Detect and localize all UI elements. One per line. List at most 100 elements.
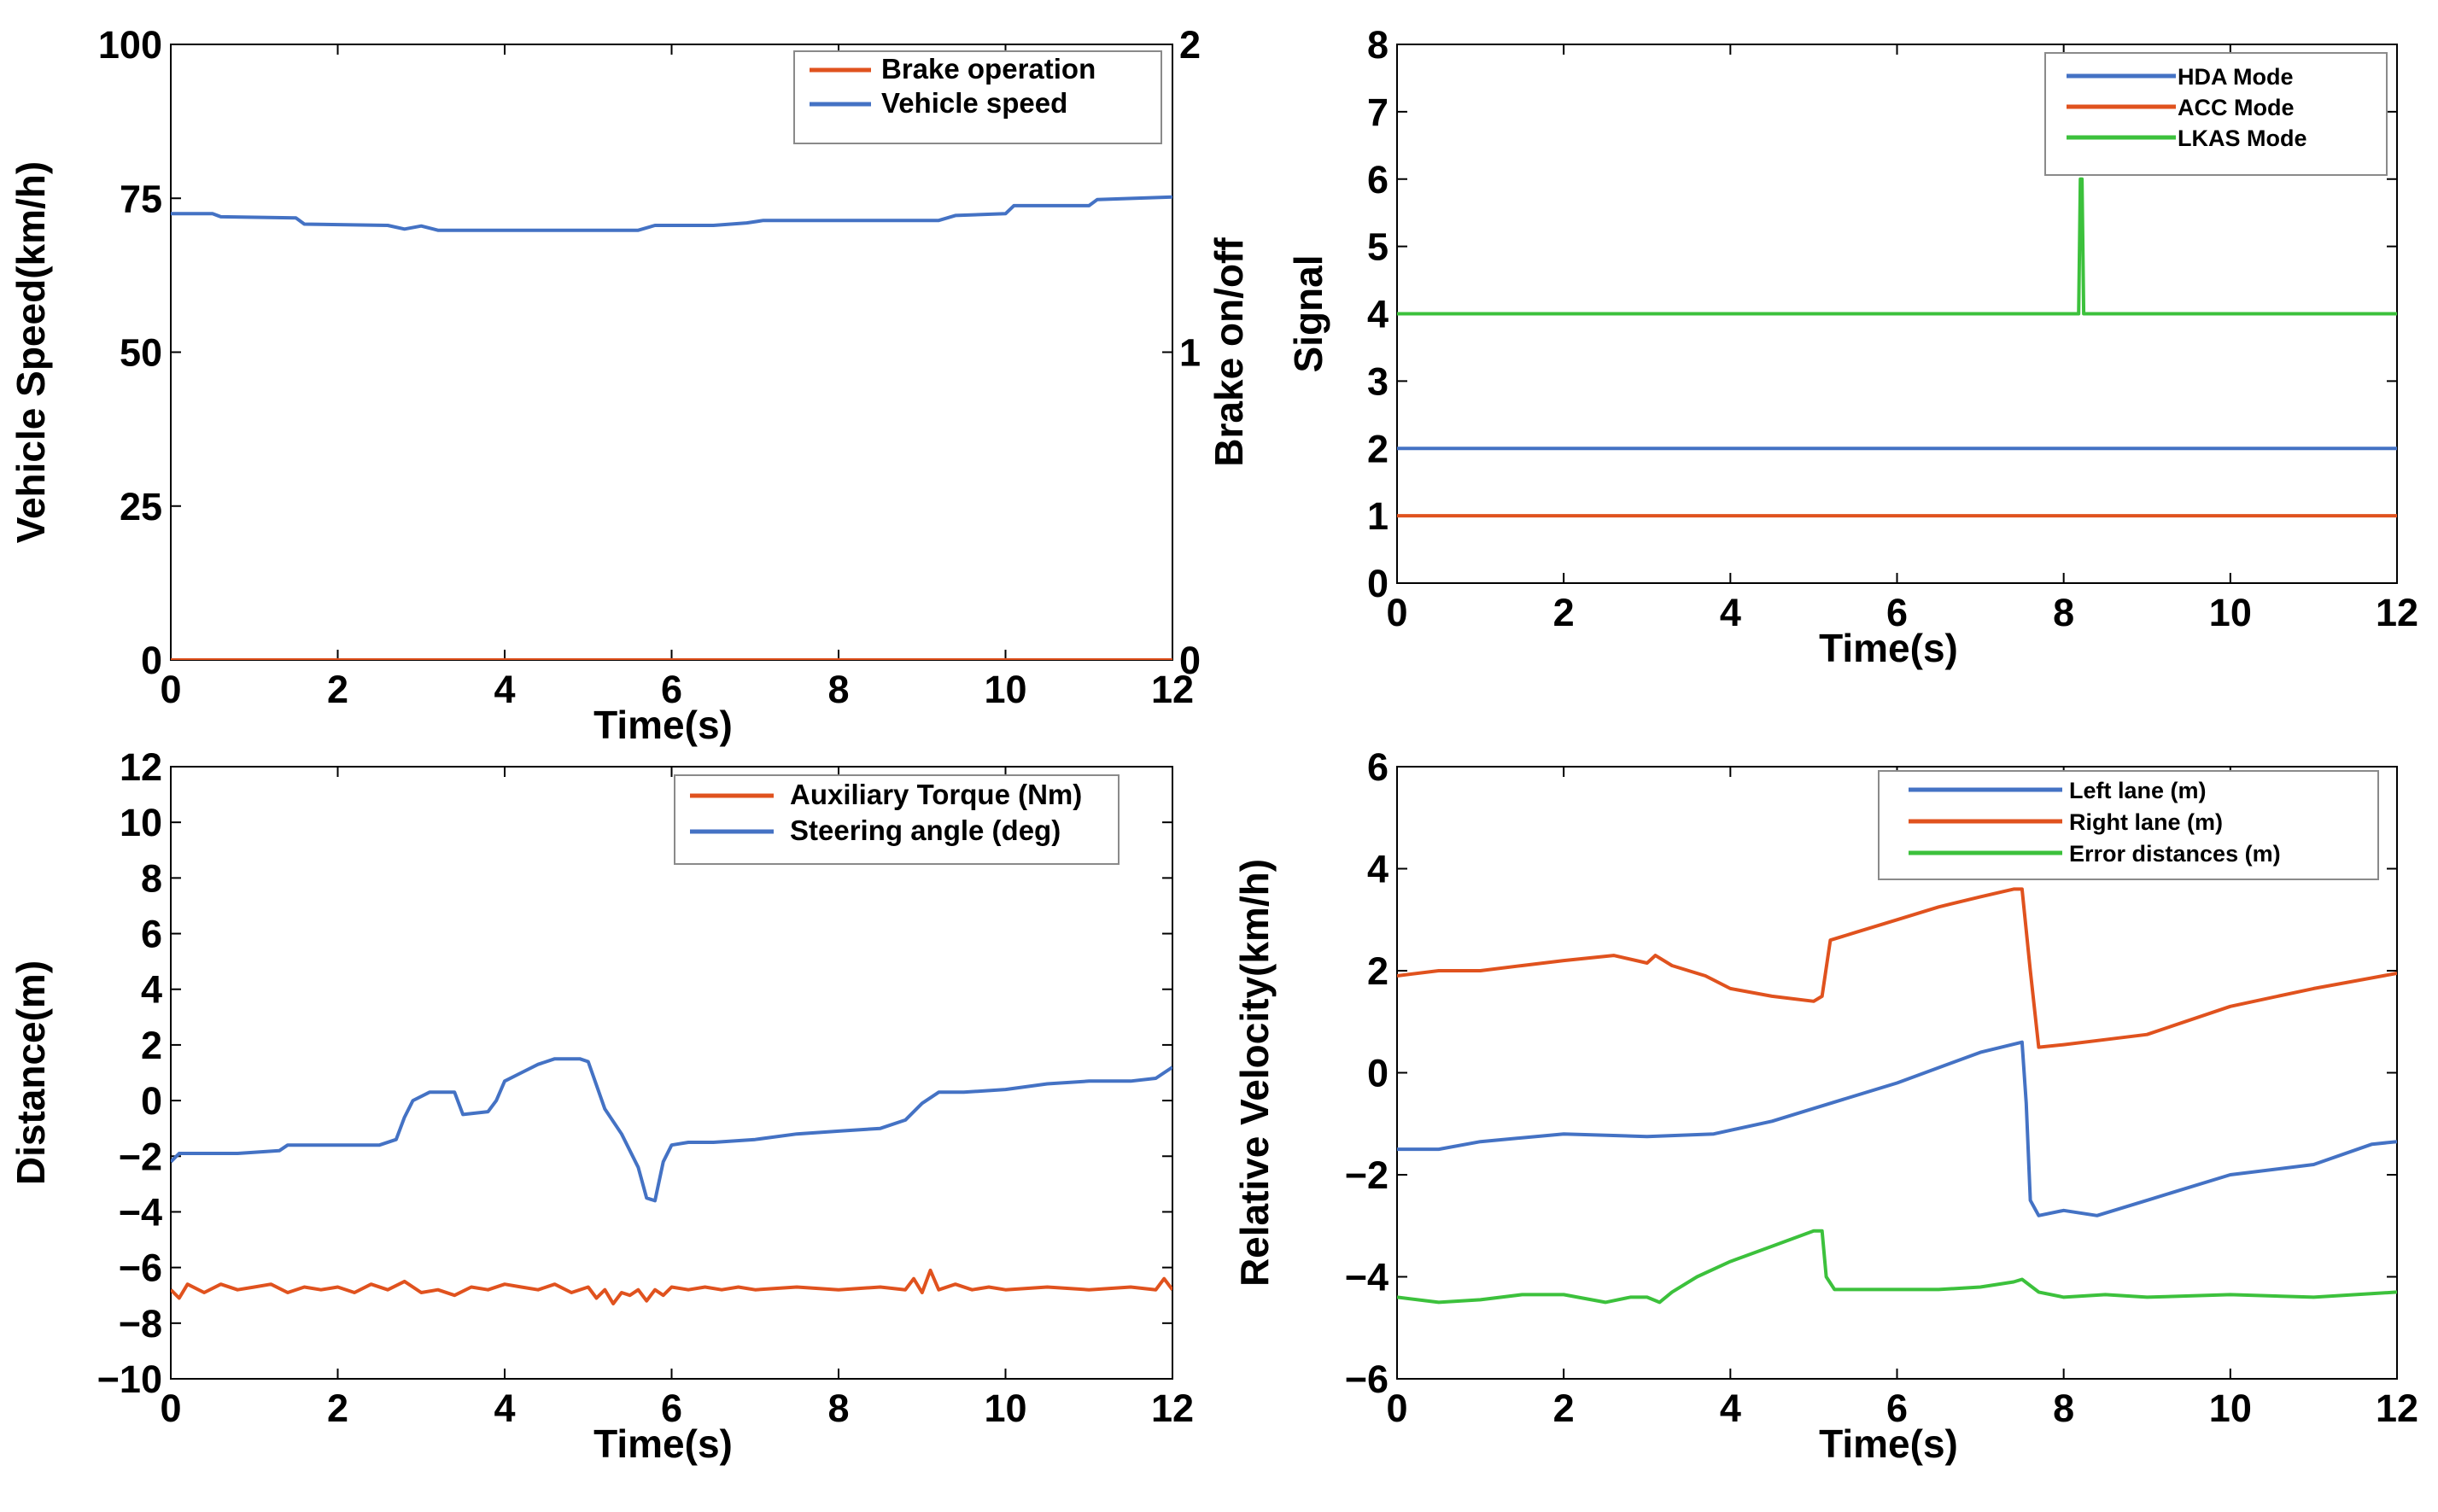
legend-label: Steering angle (deg)	[790, 814, 1061, 846]
y-axis-label-relative-velocity: Relative Velocity(km/h)	[1232, 859, 1277, 1287]
x-tick-label: 0	[1386, 1386, 1407, 1430]
x-tick-label: 2	[327, 668, 348, 711]
x-tick-label: 12	[2376, 591, 2418, 634]
y-tick-label: 0	[1367, 562, 1389, 605]
series-line-green	[1397, 1229, 2397, 1305]
legend-box	[674, 774, 1120, 865]
y-tick-label: −6	[1345, 1357, 1389, 1401]
x-tick-label: 8	[827, 1386, 849, 1430]
y-tick-label: 4	[1367, 293, 1389, 336]
y-tick-label: 0	[141, 1079, 162, 1123]
x-axis-label: Time(s)	[1819, 1422, 1958, 1466]
y-tick-label: 75	[120, 177, 162, 220]
x-tick-label: 2	[1553, 591, 1575, 634]
y-tick-label: 0	[1367, 1052, 1389, 1095]
x-tick-label: 6	[1886, 591, 1908, 634]
x-tick-label: 12	[1151, 1386, 1194, 1430]
y2-tick-label: 1	[1179, 331, 1201, 375]
y-tick-label: 1	[1367, 494, 1389, 538]
y-tick-label: 12	[120, 745, 162, 789]
legend: Left lane (m) Right lane (m) Error distanc…	[1878, 770, 2379, 880]
legend: Auxiliary Torque (Nm) Steering angle (deg…	[674, 774, 1120, 865]
y-tick-label: −4	[119, 1190, 162, 1234]
x-tick-label: 2	[327, 1386, 348, 1430]
y-tick-label: 2	[141, 1024, 162, 1067]
y-tick-label: −8	[119, 1302, 162, 1346]
legend-box	[2044, 52, 2388, 176]
y-tick-label: −4	[1345, 1256, 1389, 1299]
x-tick-label: 10	[984, 668, 1026, 711]
y-axis-label-distance: Distance(m)	[9, 960, 53, 1185]
legend-box	[793, 50, 1162, 144]
x-tick-label: 0	[1386, 591, 1407, 634]
series-line-blue	[1397, 1040, 2397, 1217]
y-tick-label: −2	[1345, 1153, 1389, 1197]
legend-label: LKAS Mode	[2178, 126, 2307, 151]
y-axis-label-vehicle-speed: Vehicle Speed(km/h)	[9, 161, 53, 543]
x-tick-label: 6	[661, 668, 682, 711]
x-tick-label: 0	[160, 1386, 181, 1430]
x-tick-label: 4	[1720, 1386, 1741, 1430]
x-tick-label: 10	[2209, 591, 2252, 634]
x-axis-label: Time(s)	[593, 1422, 733, 1466]
y-tick-label: 2	[1367, 427, 1389, 470]
legend-label: Right lane (m)	[2069, 809, 2223, 835]
x-tick-label: 6	[661, 1386, 682, 1430]
legend-label: HDA Mode	[2178, 64, 2294, 90]
series-line-blue	[171, 1057, 1172, 1203]
x-tick-label: 8	[827, 668, 849, 711]
series-line-green	[1397, 177, 2397, 316]
x-axis-label: Time(s)	[593, 703, 733, 747]
series-line-orange	[171, 1268, 1172, 1305]
y-axis-label-signal: Signal	[1286, 254, 1330, 372]
y-tick-label: 8	[141, 856, 162, 900]
y-tick-label: 7	[1367, 90, 1389, 134]
y-tick-label: 5	[1367, 225, 1389, 269]
x-tick-label: 10	[984, 1386, 1026, 1430]
legend-label: ACC Mode	[2178, 95, 2295, 120]
series-line-blue	[171, 195, 1172, 232]
y-tick-label: 50	[120, 331, 162, 375]
y-tick-label: 10	[120, 801, 162, 844]
legend-label: Error distances (m)	[2069, 841, 2281, 867]
y-tick-label: 6	[1367, 158, 1389, 201]
x-tick-label: 4	[494, 668, 515, 711]
y-tick-label: −6	[119, 1246, 162, 1290]
y-tick-label: 4	[1367, 848, 1389, 891]
y-tick-label: −2	[119, 1135, 162, 1178]
x-tick-label: 6	[1886, 1386, 1908, 1430]
y-tick-label: 6	[1367, 745, 1389, 789]
legend-label: Left lane (m)	[2069, 778, 2207, 803]
y2-axis-label: Brake on/off	[1207, 237, 1251, 467]
y-tick-label: 4	[141, 968, 162, 1012]
y-tick-label: 0	[141, 639, 162, 682]
series-line-orange	[1397, 887, 2397, 1049]
legend-label: Vehicle speed	[881, 87, 1067, 119]
y2-tick-label: 0	[1179, 639, 1201, 682]
y-tick-label: 25	[120, 485, 162, 528]
x-tick-label: 12	[1151, 668, 1194, 711]
x-tick-label: 4	[494, 1386, 515, 1430]
x-axis-label: Time(s)	[1819, 626, 1958, 670]
x-tick-label: 4	[1720, 591, 1741, 634]
plot-frame	[170, 44, 1173, 661]
plot-frame	[170, 766, 1173, 1380]
x-tick-label: 0	[160, 668, 181, 711]
y-tick-label: 6	[141, 913, 162, 956]
y-tick-label: 3	[1367, 359, 1389, 403]
y-tick-label: 8	[1367, 23, 1389, 67]
legend: HDA Mode ACC Mode LKAS Mode	[2044, 52, 2388, 176]
x-tick-label: 12	[2376, 1386, 2418, 1430]
x-tick-label: 8	[2053, 1386, 2074, 1430]
x-tick-label: 2	[1553, 1386, 1575, 1430]
y-tick-label: 100	[98, 23, 162, 67]
x-tick-label: 10	[2209, 1386, 2252, 1430]
legend-label: Auxiliary Torque (Nm)	[790, 779, 1082, 810]
y2-tick-label: 2	[1179, 23, 1201, 67]
legend-label: Brake operation	[881, 53, 1096, 85]
